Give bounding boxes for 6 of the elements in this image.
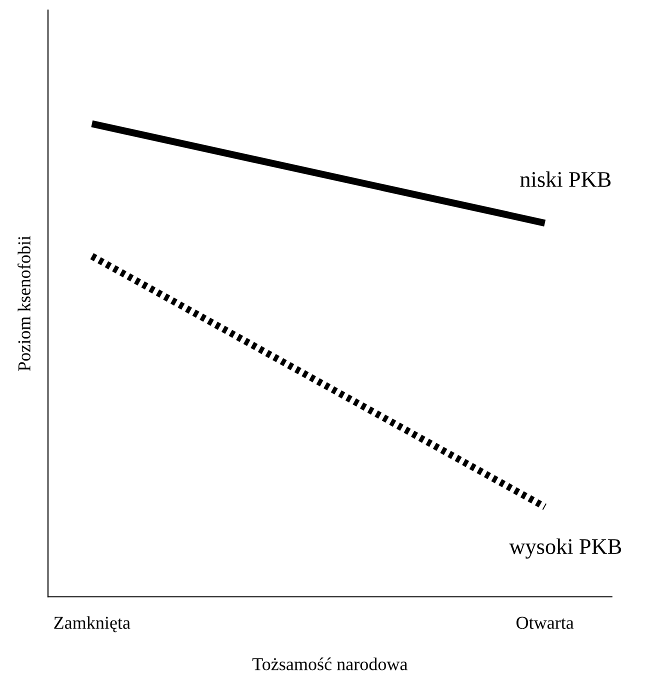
y-axis-title: Poziom ksenofobii [18, 236, 30, 371]
x-tick-label: Otwarta [516, 616, 574, 629]
x-tick-label: Zamknięta [54, 616, 130, 632]
x-axis-title: Tożsamość narodowa [252, 658, 408, 670]
series-label: niski PKB [520, 171, 611, 187]
text: wysoki PKB [509, 538, 622, 559]
